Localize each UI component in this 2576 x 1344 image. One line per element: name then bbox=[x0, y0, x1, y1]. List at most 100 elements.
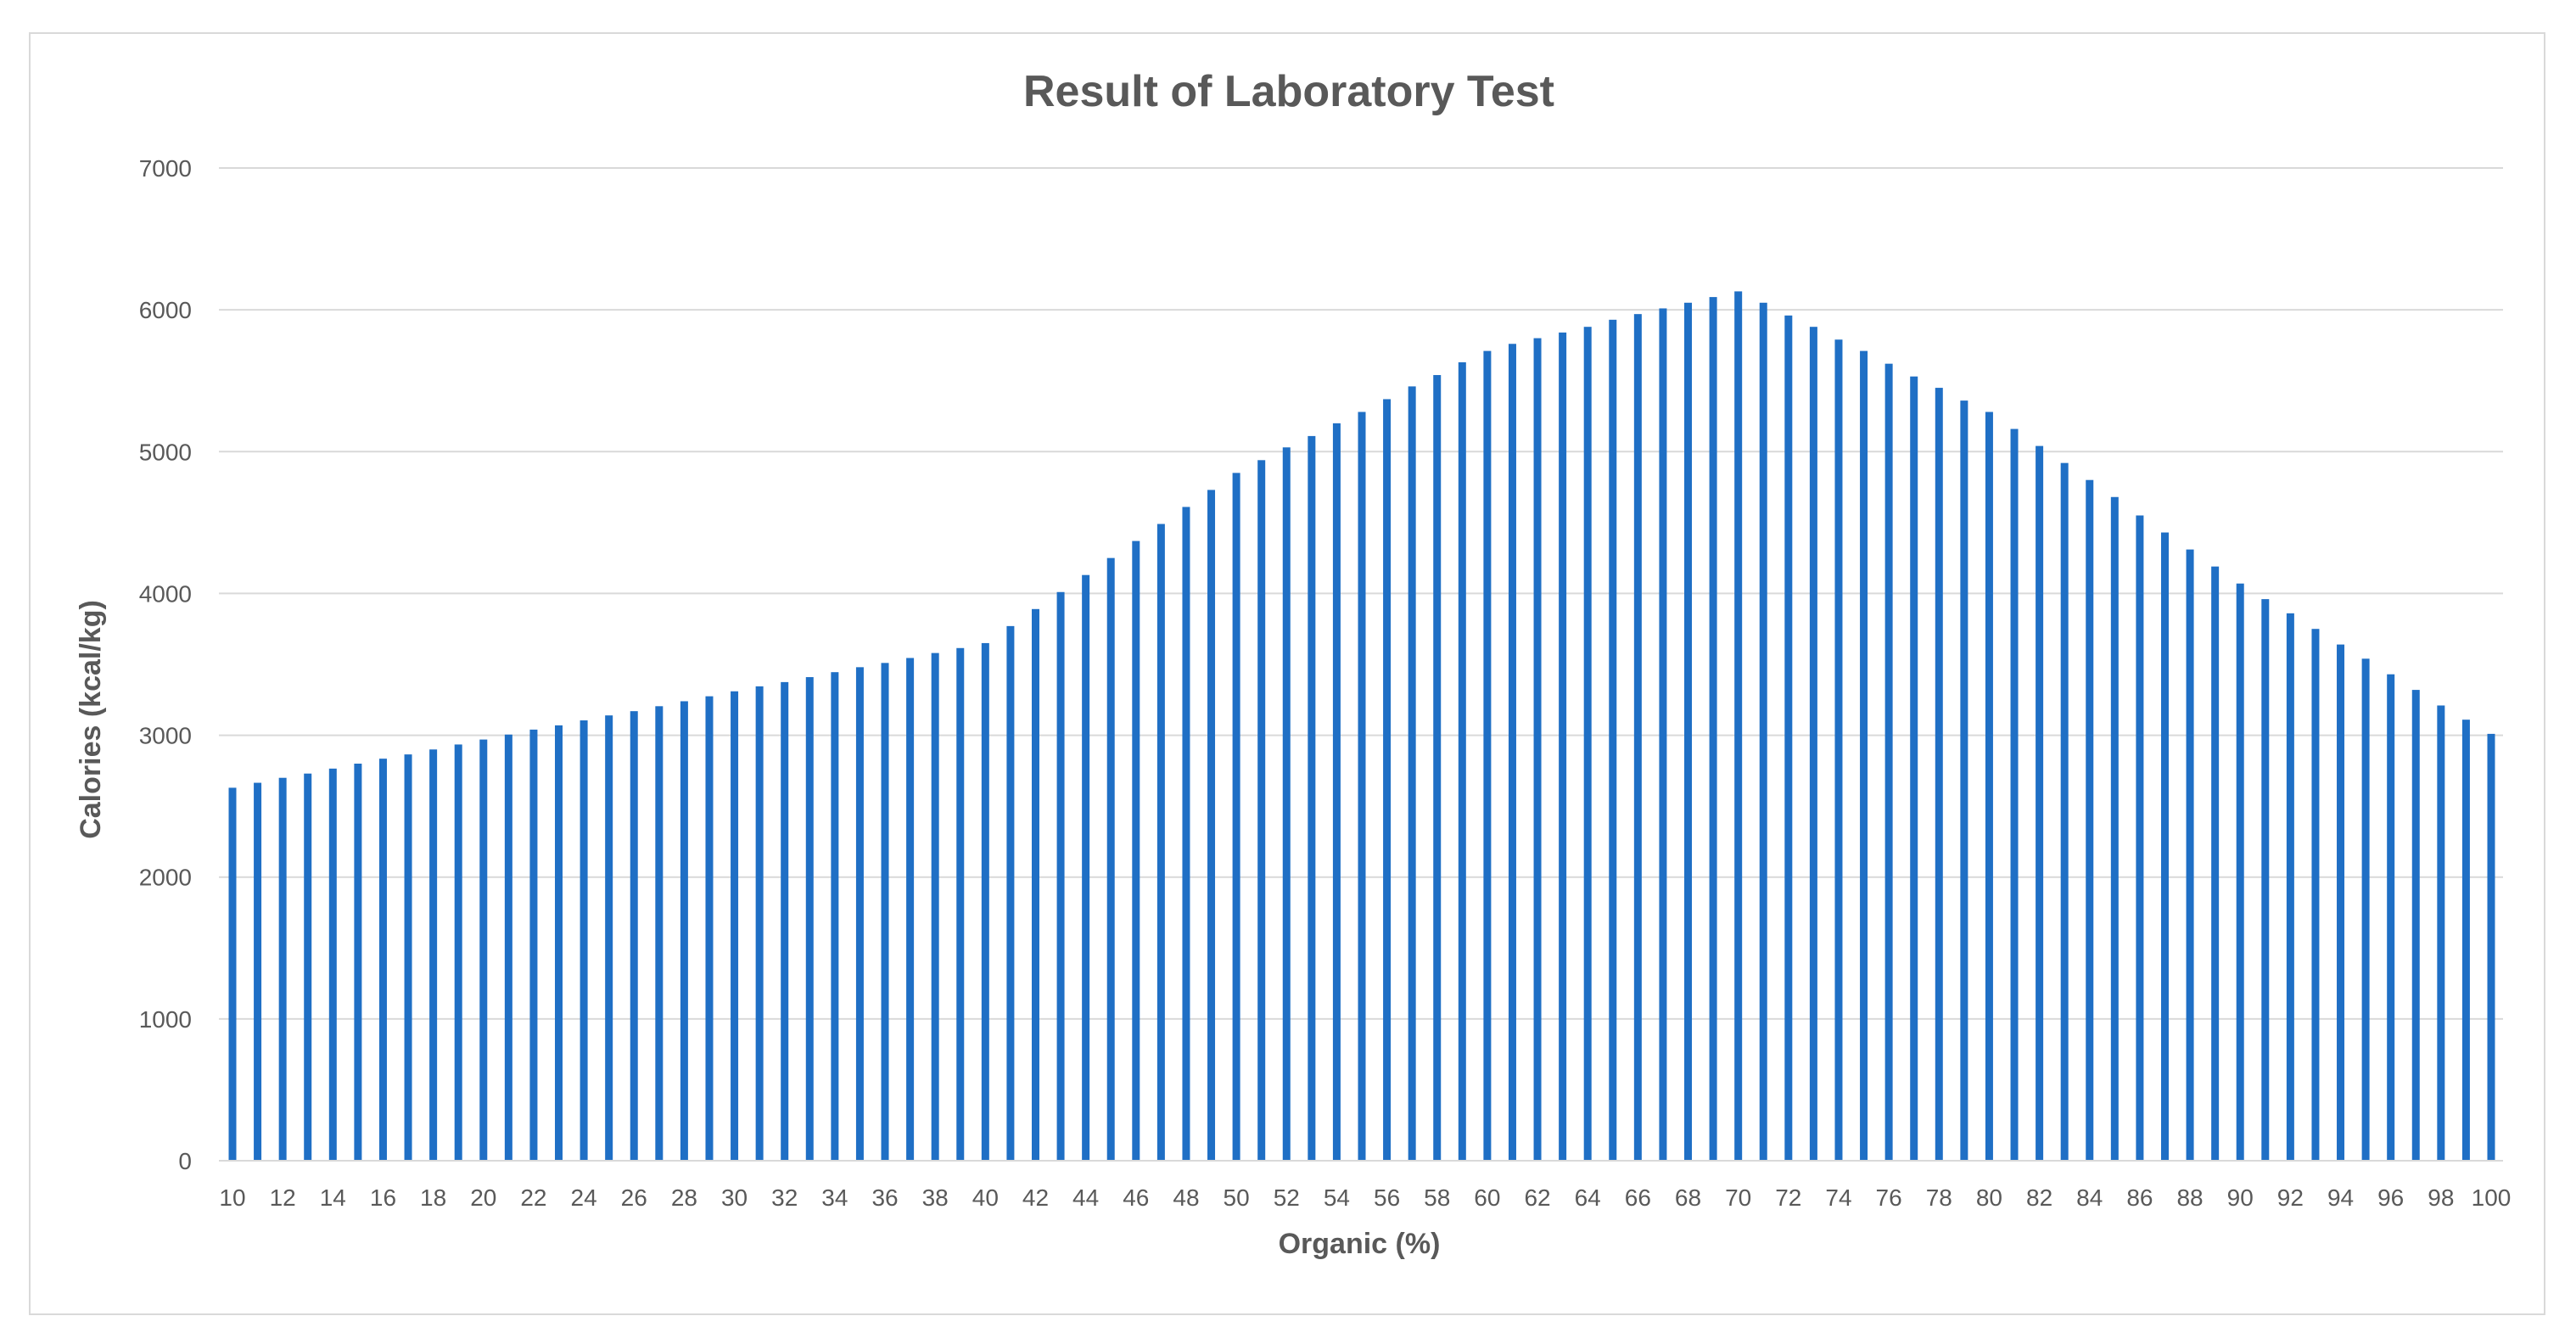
x-tick-label-14: 14 bbox=[320, 1184, 346, 1211]
bar-15 bbox=[354, 764, 362, 1161]
bar-17 bbox=[404, 754, 412, 1161]
bar-82 bbox=[2036, 445, 2044, 1161]
bar-65 bbox=[1609, 319, 1617, 1162]
bar-13 bbox=[304, 773, 312, 1161]
bar-27 bbox=[655, 706, 664, 1161]
chart-title: Result of Laboratory Test bbox=[1023, 67, 1554, 116]
x-tick-label-34: 34 bbox=[821, 1184, 848, 1211]
bar-90 bbox=[2236, 583, 2244, 1161]
x-tick-label-66: 66 bbox=[1625, 1184, 1651, 1211]
x-tick-label-62: 62 bbox=[1524, 1184, 1550, 1211]
bar-81 bbox=[2010, 428, 2019, 1161]
bar-43 bbox=[1056, 591, 1065, 1161]
bar-66 bbox=[1633, 314, 1642, 1161]
bar-79 bbox=[1960, 400, 1968, 1161]
y-tick-label-4000: 4000 bbox=[139, 580, 192, 607]
bar-37 bbox=[906, 658, 915, 1161]
bar-14 bbox=[328, 768, 337, 1161]
x-tick-label-22: 22 bbox=[520, 1184, 546, 1211]
x-tick-label-90: 90 bbox=[2227, 1184, 2254, 1211]
bar-83 bbox=[2060, 462, 2069, 1161]
bar-73 bbox=[1809, 327, 1817, 1161]
y-tick-label-5000: 5000 bbox=[139, 439, 192, 465]
bar-98 bbox=[2437, 705, 2445, 1161]
bar-68 bbox=[1684, 302, 1693, 1161]
bar-11 bbox=[254, 782, 262, 1161]
bar-24 bbox=[580, 720, 588, 1161]
bar-10 bbox=[228, 787, 237, 1161]
x-tick-label-78: 78 bbox=[1926, 1184, 1952, 1211]
x-tick-label-54: 54 bbox=[1324, 1184, 1350, 1211]
bar-67 bbox=[1659, 308, 1667, 1162]
x-tick-label-80: 80 bbox=[1976, 1184, 2002, 1211]
bar-72 bbox=[1784, 315, 1793, 1162]
bar-71 bbox=[1759, 302, 1767, 1161]
bar-29 bbox=[705, 696, 714, 1161]
x-tick-label-74: 74 bbox=[1825, 1184, 1851, 1211]
x-tick-label-64: 64 bbox=[1575, 1184, 1601, 1211]
y-axis-tick-labels: 0 1000 2000 3000 4000 5000 6000 7000 bbox=[139, 155, 192, 1174]
y-tick-label-0: 0 bbox=[178, 1148, 192, 1174]
x-tick-label-30: 30 bbox=[721, 1184, 748, 1211]
x-tick-label-40: 40 bbox=[972, 1184, 999, 1211]
bar-26 bbox=[630, 711, 638, 1161]
x-tick-label-82: 82 bbox=[2026, 1184, 2052, 1211]
bar-32 bbox=[781, 681, 789, 1161]
x-axis-tick-labels: 10 12 14 16 18 20 22 24 26 28 30 32 34 36 38 40 42 44 46 48… bbox=[219, 1184, 2511, 1211]
bar-39 bbox=[956, 647, 965, 1161]
bar-47 bbox=[1156, 524, 1165, 1161]
bar-89 bbox=[2211, 566, 2220, 1161]
x-tick-label-84: 84 bbox=[2076, 1184, 2103, 1211]
bar-45 bbox=[1106, 557, 1115, 1161]
x-tick-label-46: 46 bbox=[1123, 1184, 1149, 1211]
bar-18 bbox=[429, 749, 438, 1161]
x-tick-label-38: 38 bbox=[922, 1184, 949, 1211]
x-tick-label-36: 36 bbox=[871, 1184, 898, 1211]
bar-77 bbox=[1910, 376, 1918, 1161]
bar-63 bbox=[1559, 332, 1567, 1161]
bar-100 bbox=[2487, 733, 2495, 1161]
y-tick-label-7000: 7000 bbox=[139, 155, 192, 182]
x-tick-label-68: 68 bbox=[1675, 1184, 1701, 1211]
bar-16 bbox=[378, 759, 387, 1161]
bar-52 bbox=[1282, 447, 1291, 1161]
x-tick-label-76: 76 bbox=[1876, 1184, 1902, 1211]
bar-75 bbox=[1860, 350, 1868, 1161]
x-tick-label-52: 52 bbox=[1274, 1184, 1300, 1211]
bar-86 bbox=[2136, 515, 2144, 1161]
bar-40 bbox=[981, 642, 989, 1161]
bar-chart: Result of Laboratory Test 0 1000 2000 3000 4… bbox=[75, 67, 2511, 1260]
x-tick-label-94: 94 bbox=[2327, 1184, 2354, 1211]
x-tick-label-92: 92 bbox=[2277, 1184, 2304, 1211]
x-tick-label-26: 26 bbox=[621, 1184, 647, 1211]
bar-94 bbox=[2337, 644, 2345, 1161]
bar-34 bbox=[831, 672, 839, 1161]
bar-28 bbox=[680, 701, 688, 1161]
x-tick-label-88: 88 bbox=[2176, 1184, 2203, 1211]
bar-58 bbox=[1433, 375, 1442, 1161]
bar-91 bbox=[2261, 599, 2270, 1161]
bar-30 bbox=[731, 691, 739, 1161]
y-tick-label-1000: 1000 bbox=[139, 1006, 192, 1033]
bar-56 bbox=[1383, 399, 1392, 1161]
bar-42 bbox=[1031, 608, 1039, 1161]
bar-35 bbox=[855, 667, 864, 1161]
bar-95 bbox=[2361, 658, 2370, 1161]
bar-38 bbox=[931, 652, 939, 1161]
bar-80 bbox=[1985, 412, 1993, 1161]
bar-25 bbox=[605, 715, 613, 1161]
bar-36 bbox=[881, 663, 889, 1161]
x-tick-label-32: 32 bbox=[771, 1184, 798, 1211]
bar-22 bbox=[529, 729, 538, 1161]
x-tick-label-100: 100 bbox=[2472, 1184, 2512, 1211]
bar-92 bbox=[2286, 613, 2294, 1161]
bar-60 bbox=[1483, 350, 1492, 1161]
x-tick-label-58: 58 bbox=[1424, 1184, 1450, 1211]
chart-frame: Result of Laboratory Test 0 1000 2000 3000 4… bbox=[29, 32, 2545, 1315]
bar-53 bbox=[1308, 435, 1316, 1161]
x-tick-label-20: 20 bbox=[470, 1184, 496, 1211]
bar-69 bbox=[1709, 297, 1717, 1162]
x-tick-label-48: 48 bbox=[1173, 1184, 1199, 1211]
bar-93 bbox=[2311, 629, 2320, 1161]
bar-21 bbox=[504, 734, 512, 1161]
